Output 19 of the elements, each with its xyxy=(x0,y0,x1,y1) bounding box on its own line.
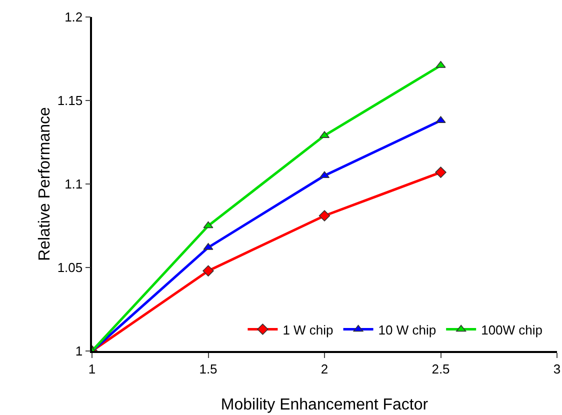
x-tick-label: 2.5 xyxy=(432,361,450,376)
legend-label: 1 W chip xyxy=(282,322,334,338)
legend-label: 100W chip xyxy=(481,322,543,338)
x-tick-label: 1 xyxy=(88,361,96,376)
x-axis-title: Mobility Enhancement Factor xyxy=(220,396,429,414)
point xyxy=(318,210,330,222)
x-tick-label: 3 xyxy=(553,361,561,376)
x-tick-label: 1.5 xyxy=(199,361,218,376)
y-tick-label: 1.2 xyxy=(64,10,83,25)
y-tick-label: 1.1 xyxy=(64,176,83,192)
point xyxy=(203,221,214,228)
y-tick-label: 1.05 xyxy=(57,260,83,276)
point xyxy=(435,166,446,178)
y-tick-label: 1 xyxy=(75,344,83,359)
y-axis-title: Relative Performance xyxy=(36,106,54,261)
legend-label: 10 W chip xyxy=(378,322,436,338)
y-tick-label: 1.15 xyxy=(57,93,83,108)
x-tick-label: 2 xyxy=(320,361,328,376)
point xyxy=(202,265,214,276)
